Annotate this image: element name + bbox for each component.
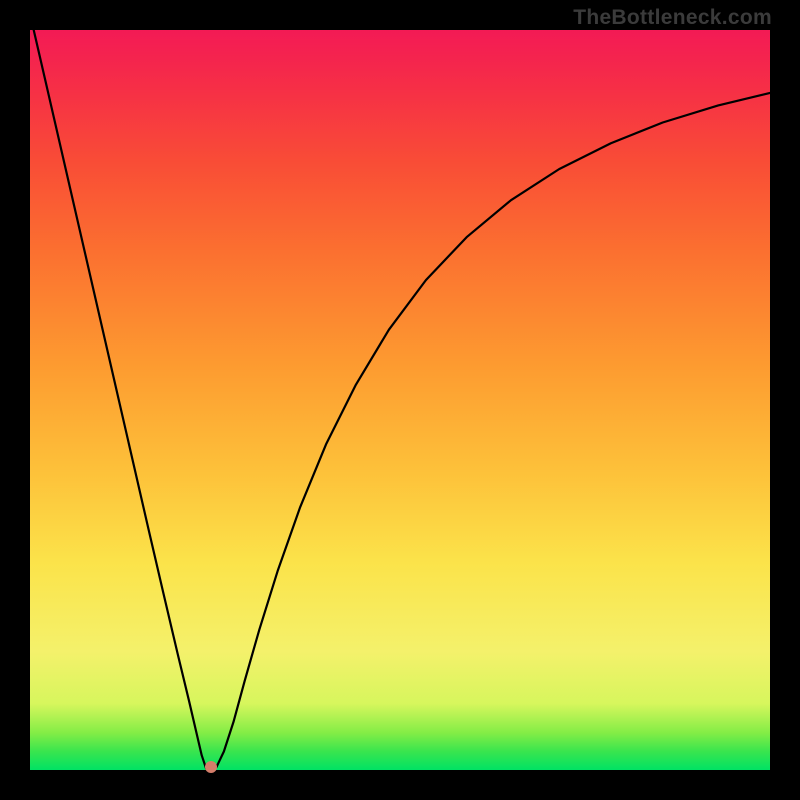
bottleneck-curve [30, 30, 770, 770]
plot-area [30, 30, 770, 770]
watermark-text: TheBottleneck.com [573, 6, 772, 30]
min-point-marker [205, 761, 217, 773]
